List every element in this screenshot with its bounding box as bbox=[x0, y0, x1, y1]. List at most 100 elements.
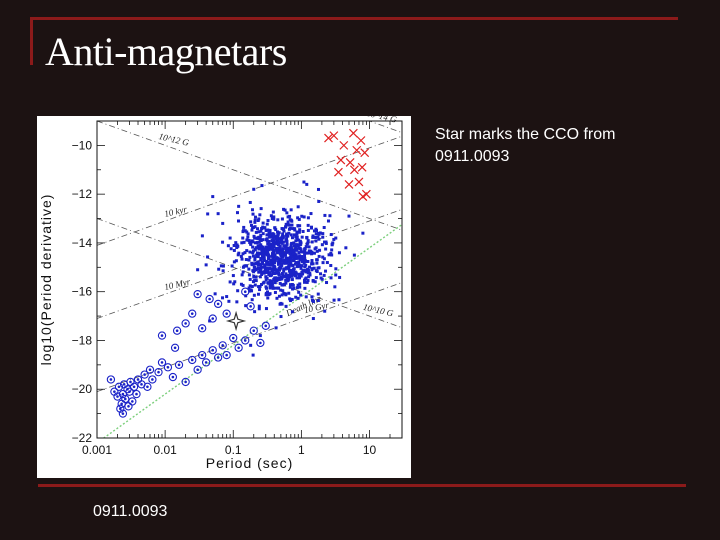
pulsar-point bbox=[300, 260, 304, 264]
pulsar-point bbox=[240, 257, 244, 261]
pulsar-point bbox=[323, 309, 327, 313]
pulsar-point bbox=[283, 274, 287, 278]
reference-line-label: 10 kyr bbox=[163, 204, 188, 219]
pulsar-point bbox=[300, 257, 304, 261]
pulsar-point bbox=[266, 281, 270, 285]
pulsar-point bbox=[261, 270, 265, 274]
pulsar-point bbox=[273, 267, 277, 271]
pulsar-point bbox=[261, 250, 265, 254]
pulsar-point bbox=[267, 239, 271, 243]
pulsar-point bbox=[284, 239, 288, 243]
binary-pulsar-point bbox=[135, 392, 138, 396]
pulsar-point bbox=[271, 271, 275, 275]
pulsar-point bbox=[270, 269, 274, 273]
pulsar-point bbox=[290, 278, 294, 282]
pulsar-point bbox=[305, 182, 309, 186]
pulsar-point bbox=[281, 273, 285, 277]
binary-pulsar-ring bbox=[121, 394, 130, 404]
pulsar-point bbox=[283, 261, 287, 265]
pulsar-point bbox=[282, 259, 286, 263]
pulsar-point bbox=[271, 285, 275, 289]
magnetar-point bbox=[352, 145, 362, 155]
binary-pulsar-ring bbox=[213, 353, 223, 362]
binary-pulsar-ring bbox=[148, 375, 157, 384]
pulsar-point bbox=[333, 285, 337, 289]
pulsar-point bbox=[221, 269, 225, 273]
binary-pulsar-ring bbox=[168, 372, 178, 382]
pulsar-point bbox=[298, 282, 302, 286]
pulsar-point bbox=[317, 254, 321, 258]
binary-pulsar-ring bbox=[218, 341, 227, 350]
pulsar-point bbox=[228, 236, 232, 240]
pulsar-point bbox=[258, 284, 262, 288]
pulsar-point bbox=[329, 264, 333, 268]
pulsar-point bbox=[266, 269, 270, 273]
pulsar-point bbox=[270, 279, 274, 283]
pulsar-point bbox=[253, 248, 257, 252]
pulsar-point bbox=[259, 207, 263, 211]
pulsar-point bbox=[257, 270, 261, 274]
pulsar-point bbox=[361, 231, 365, 235]
binary-pulsar-point bbox=[243, 339, 247, 342]
pulsar-point bbox=[276, 260, 280, 264]
magnetar-point bbox=[336, 155, 346, 165]
x-tick-label: 0.01 bbox=[153, 443, 177, 457]
pulsar-point bbox=[250, 298, 254, 302]
pulsar-point bbox=[261, 255, 265, 259]
binary-pulsar-ring bbox=[246, 302, 255, 311]
pulsar-point bbox=[298, 264, 302, 268]
pulsar-point bbox=[206, 255, 210, 259]
pulsar-point bbox=[259, 256, 263, 260]
pulsar-point bbox=[256, 227, 260, 231]
pulsar-point bbox=[260, 184, 264, 188]
pulsar-point bbox=[269, 260, 273, 264]
pulsar-point bbox=[232, 260, 236, 264]
binary-pulsar-point bbox=[129, 380, 132, 384]
pulsar-point bbox=[325, 261, 329, 265]
pulsar-point bbox=[252, 234, 256, 238]
pulsar-point bbox=[276, 230, 280, 234]
pulsar-point bbox=[305, 236, 309, 240]
pulsar-point bbox=[304, 295, 308, 299]
binary-pulsar-ring bbox=[213, 299, 223, 309]
pulsar-point bbox=[268, 283, 272, 287]
pulsar-point bbox=[258, 275, 262, 279]
pulsar-point bbox=[270, 247, 274, 251]
pulsar-point bbox=[249, 220, 253, 224]
pulsar-point bbox=[334, 236, 338, 240]
pulsar-point bbox=[305, 280, 309, 284]
y-axis-label: log10(Period derivative) bbox=[38, 194, 54, 366]
title-left-rule bbox=[30, 17, 33, 65]
pulsar-point bbox=[280, 238, 284, 242]
pulsar-point bbox=[281, 227, 285, 231]
pulsar-point bbox=[268, 228, 272, 232]
pulsar-point bbox=[321, 255, 325, 259]
pulsar-point bbox=[282, 267, 286, 271]
pulsar-point bbox=[324, 247, 328, 251]
pulsar-point bbox=[322, 273, 326, 277]
pulsar-point bbox=[250, 208, 254, 212]
binary-pulsar-point bbox=[146, 385, 149, 389]
pulsar-point bbox=[306, 271, 310, 275]
binary-pulsar-ring bbox=[170, 343, 180, 352]
pulsar-point bbox=[253, 283, 257, 287]
pulsar-point bbox=[306, 251, 310, 255]
pulsar-point bbox=[280, 277, 284, 281]
pulsar-point bbox=[287, 248, 291, 252]
pulsar-point bbox=[244, 304, 248, 308]
pulsar-point bbox=[290, 310, 294, 314]
pulsar-point bbox=[302, 180, 306, 184]
pulsar-point bbox=[251, 254, 255, 258]
pulsar-point bbox=[303, 286, 307, 290]
pulsar-point bbox=[284, 225, 288, 229]
pulsar-point bbox=[268, 235, 272, 239]
pulsar-point bbox=[314, 232, 318, 236]
pulsar-point bbox=[276, 234, 280, 238]
pulsar-point bbox=[347, 214, 351, 218]
pulsar-point bbox=[318, 248, 322, 252]
binary-pulsar-ring bbox=[198, 324, 207, 333]
pulsar-point bbox=[289, 208, 293, 212]
pulsar-point bbox=[286, 215, 290, 219]
binary-pulsar-point bbox=[184, 380, 187, 384]
pulsar-point bbox=[289, 254, 293, 258]
